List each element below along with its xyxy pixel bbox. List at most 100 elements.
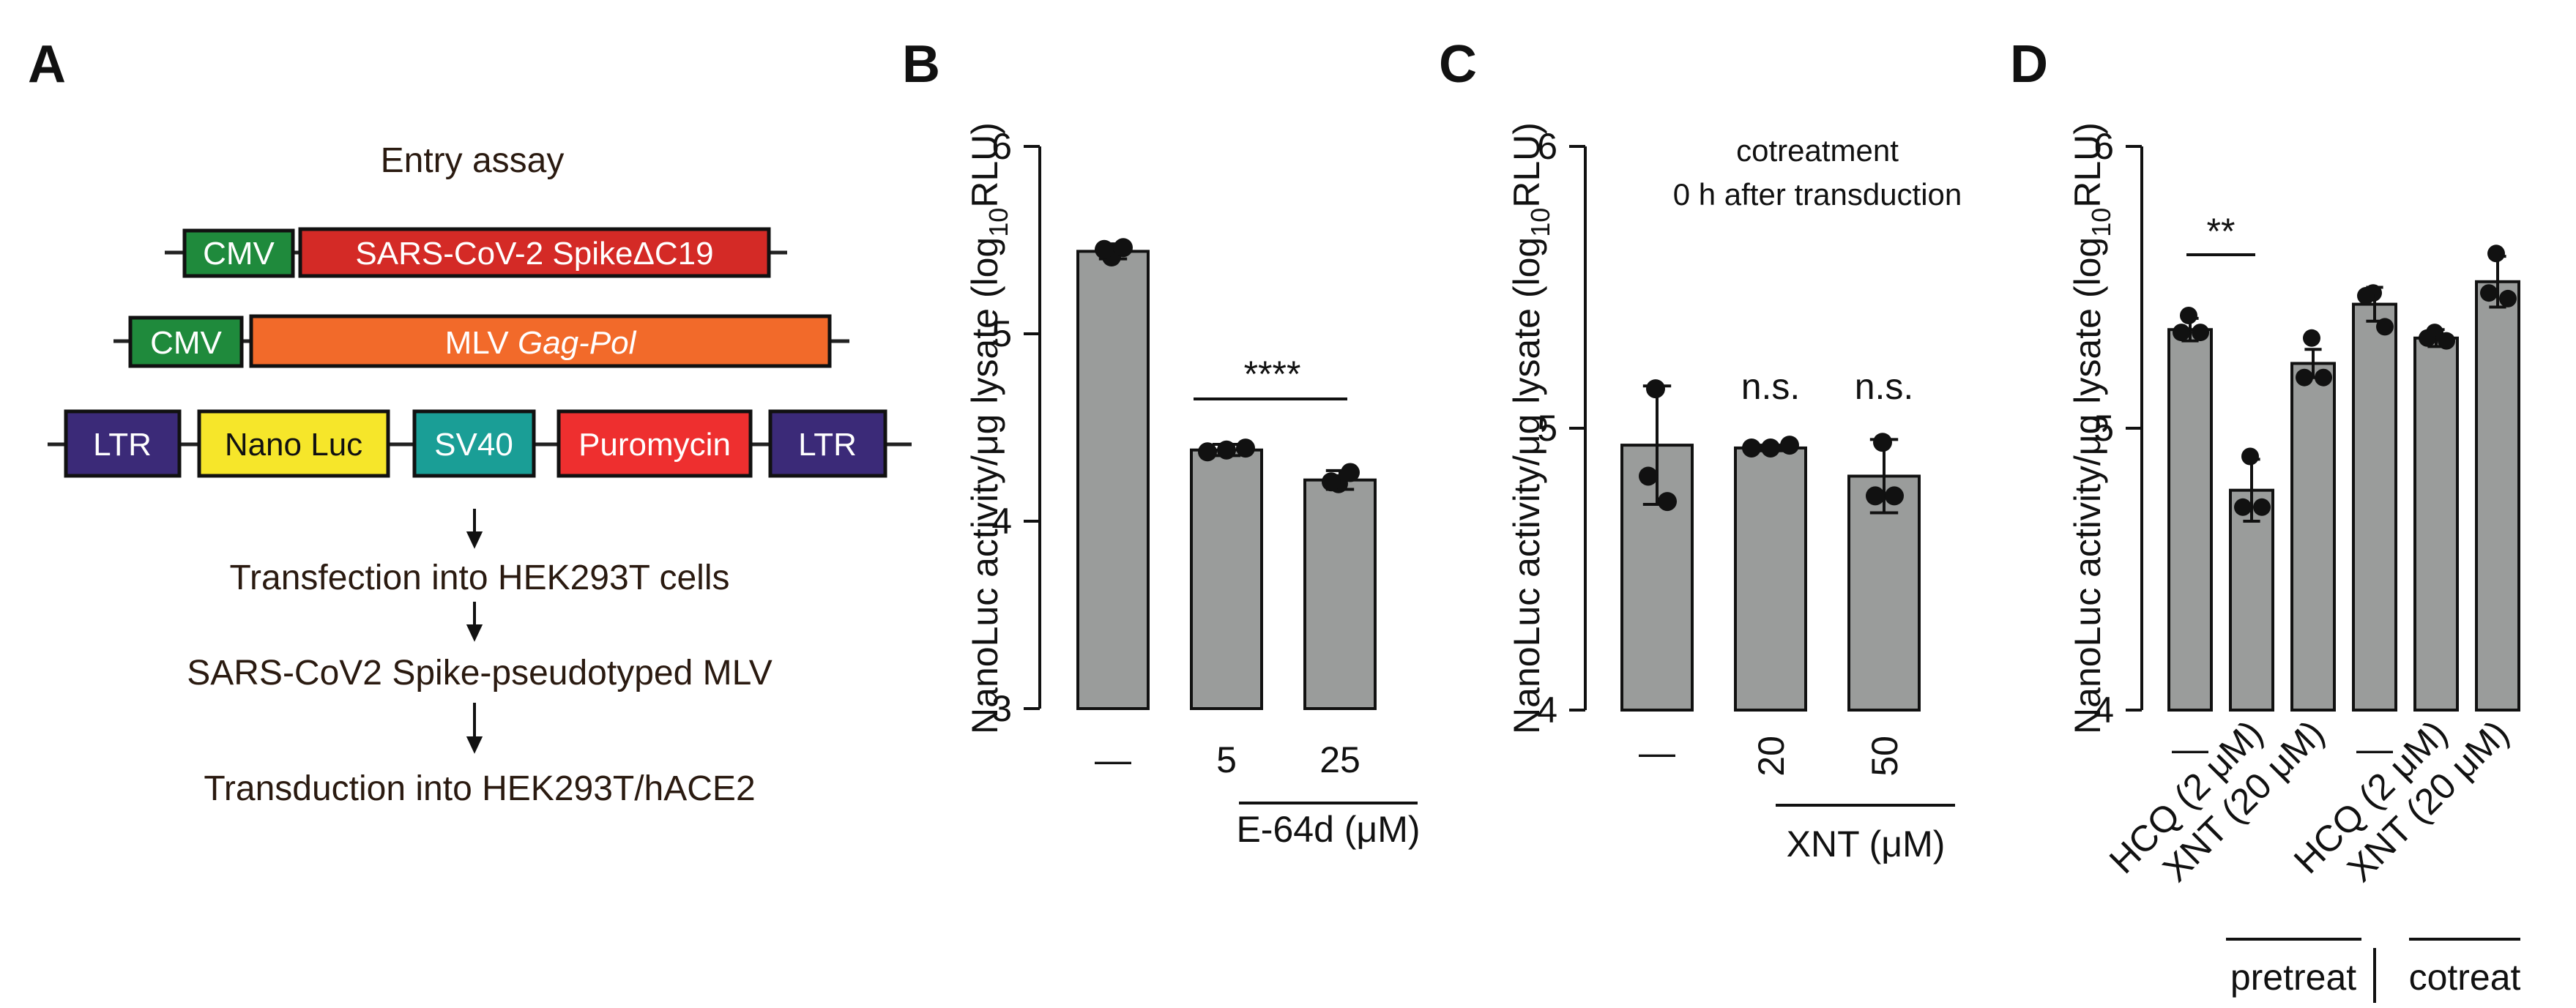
y-axis-label-d: NanoLuc activity/μg lysate (log10RLU)	[2067, 122, 2116, 734]
y-tick-label: 4	[991, 501, 1012, 542]
ns-label: n.s.	[1741, 366, 1801, 407]
group-label: E-64d (μM)	[1236, 809, 1420, 850]
gagpol-label: MLV Gag-Pol	[445, 325, 637, 361]
y-axis-label-b: NanoLuc activity/μg lysate (log10RLU)	[964, 122, 1013, 734]
data-point	[2296, 368, 2313, 387]
cmv-box-1	[182, 228, 295, 278]
data-point	[1341, 463, 1360, 482]
y-tick-label: 4	[2093, 690, 2114, 731]
panel-c-label: C	[1439, 35, 1477, 94]
puromycin-box	[556, 409, 753, 478]
panel-d-label: D	[2010, 35, 2048, 94]
puromycin-label: Puromycin	[578, 427, 731, 463]
data-point	[1885, 486, 1904, 506]
data-point	[2303, 329, 2320, 347]
step-pseudotyped: SARS-CoV2 Spike-pseudotyped MLV	[187, 654, 773, 692]
bar	[2475, 280, 2520, 712]
data-point	[1322, 472, 1341, 492]
chart-d: 456—HCQ (2 μM)XNT (20 μM) —HCQ (2 μM)XNT …	[2093, 126, 2521, 1003]
data-point	[2487, 244, 2505, 263]
cmv-label-1: CMV	[203, 236, 275, 272]
gagpol-box	[249, 314, 832, 368]
category-label: —	[1095, 739, 1131, 780]
bar	[2290, 362, 2336, 712]
data-point	[1742, 438, 1761, 458]
bar	[2352, 302, 2397, 712]
ltr-box-left	[64, 409, 182, 478]
data-point	[1217, 440, 1236, 460]
y-tick-label: 3	[991, 688, 1012, 729]
chart-c: 4 5 6 — 20 50 XNT (μM) n.s. n.s.	[1537, 126, 1955, 865]
flow-arrows	[466, 509, 483, 754]
data-point	[1639, 466, 1658, 486]
cmv-label-2: CMV	[150, 325, 222, 361]
bar	[2167, 328, 2213, 712]
svg-text:NanoLuc activity/μg lysate (lo: NanoLuc activity/μg lysate (log10RLU)	[1506, 122, 1555, 734]
step-transduction: Transduction into HEK293T/hACE2	[204, 769, 755, 808]
data-point	[2192, 324, 2209, 342]
sv40-label: SV40	[434, 427, 513, 463]
data-point	[1114, 238, 1133, 258]
category-label: —	[1639, 732, 1675, 773]
nanoluc-box	[197, 409, 390, 478]
data-point	[2180, 307, 2197, 324]
y-tick-label: 6	[991, 126, 1012, 167]
data-point	[1646, 379, 1665, 399]
ns-label: n.s.	[1855, 366, 1914, 407]
data-point	[2480, 284, 2498, 302]
data-point	[1780, 436, 1799, 455]
step-transfection: Transfection into HEK293T cells	[230, 559, 730, 597]
svg-text:NanoLuc activity/μg lysate (lo: NanoLuc activity/μg lysate (log10RLU)	[964, 122, 1013, 734]
data-point	[1873, 433, 1892, 452]
y-tick-label: 6	[2093, 126, 2114, 167]
data-point	[1095, 239, 1114, 259]
y-axis-label-c: NanoLuc activity/μg lysate (log10RLU)	[1506, 122, 1555, 734]
data-point	[2234, 498, 2252, 516]
category-label: 50	[1864, 736, 1905, 777]
y-tick-label: 6	[1537, 126, 1557, 167]
sv40-box	[412, 409, 536, 478]
data-point	[2315, 368, 2332, 387]
panel-c-title-line1: cotreatment	[1736, 133, 1899, 168]
y-tick-label: 5	[991, 313, 1012, 354]
bar	[1734, 446, 1807, 712]
data-point	[2241, 447, 2259, 466]
data-point	[1761, 438, 1780, 458]
significance-label: **	[2207, 211, 2236, 252]
category-label: 25	[1319, 739, 1360, 780]
data-point	[1866, 486, 1885, 506]
data-point	[2419, 329, 2436, 347]
spike-label: SARS-CoV-2 SpikeΔC19	[355, 236, 713, 272]
chart-b: 3 4 5 6 — 5 25 E-64d (μM) ****	[991, 126, 1420, 850]
data-point	[2499, 289, 2517, 307]
bar	[1190, 448, 1263, 710]
data-point	[1198, 442, 1217, 462]
data-point	[2253, 498, 2271, 516]
category-label: —	[2172, 728, 2208, 769]
ltr-label-left: LTR	[93, 427, 152, 463]
data-point	[1236, 438, 1255, 458]
cmv-box-2	[128, 316, 244, 368]
data-point	[2173, 324, 2190, 342]
panel-c-title-line2: 0 h after transduction	[1673, 177, 1962, 212]
panel-b-label: B	[902, 35, 940, 94]
bar	[1076, 250, 1150, 710]
data-point	[2438, 332, 2455, 350]
panel-a-label: A	[28, 35, 66, 94]
data-point	[1658, 492, 1677, 512]
y-tick-label: 4	[1537, 690, 1557, 731]
ltr-label-right: LTR	[798, 427, 857, 463]
bar	[2229, 488, 2274, 712]
spike-box	[298, 227, 771, 278]
category-label: 5	[1216, 739, 1237, 780]
group-label: pretreat	[2230, 957, 2356, 998]
y-tick-label: 5	[1537, 408, 1557, 449]
y-tick-label: 5	[2093, 408, 2114, 449]
group-label: XNT (μM)	[1787, 824, 1946, 865]
ltr-box-right	[768, 409, 887, 478]
category-label: 20	[1751, 736, 1792, 777]
data-point	[2376, 318, 2394, 336]
bar	[2413, 336, 2459, 712]
nanoluc-label: Nano Luc	[225, 427, 362, 463]
significance-label: ****	[1244, 354, 1301, 395]
